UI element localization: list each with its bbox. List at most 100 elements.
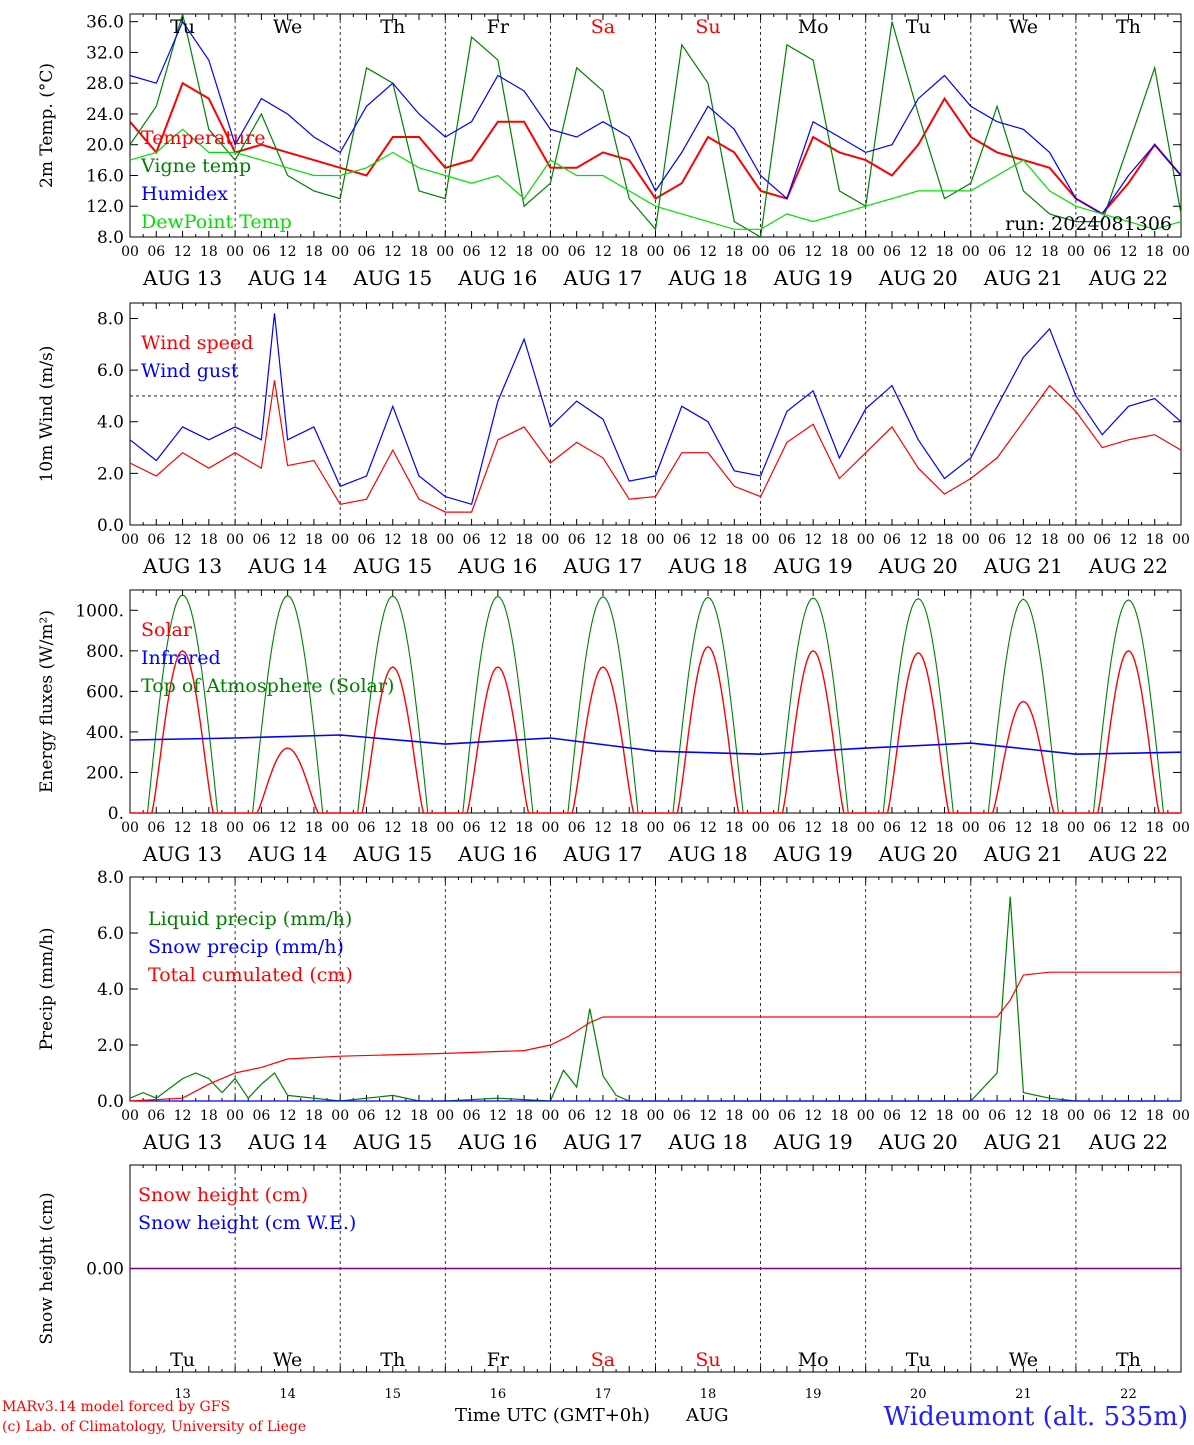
hour-tick-label: 18 xyxy=(200,244,218,260)
hour-tick-label: 06 xyxy=(778,1108,796,1124)
hour-tick-label: 18 xyxy=(410,820,428,836)
hour-tick-label: 12 xyxy=(1014,1108,1032,1124)
weekday-label-bottom: We xyxy=(1009,1349,1038,1371)
y-tick-label: 28.0 xyxy=(86,74,124,94)
date-label: AUG 14 xyxy=(247,1130,327,1154)
hour-tick-label: 12 xyxy=(699,532,717,548)
hour-tick-label: 06 xyxy=(147,244,165,260)
hour-tick-label: 00 xyxy=(331,1108,349,1124)
hour-tick-label: 06 xyxy=(568,820,586,836)
hour-tick-label: 12 xyxy=(1014,244,1032,260)
hour-tick-label: 00 xyxy=(436,244,454,260)
weekday-label-top: We xyxy=(273,16,302,38)
hour-tick-label: 18 xyxy=(831,532,849,548)
hour-tick-label: 18 xyxy=(515,1108,533,1124)
hour-tick-label: 00 xyxy=(1067,1108,1085,1124)
date-label: AUG 13 xyxy=(142,266,222,290)
station-name: Wideumont (alt. 535m) xyxy=(883,1402,1188,1432)
plot-frame xyxy=(129,13,1182,238)
hour-tick-label: 18 xyxy=(305,244,323,260)
date-label: AUG 15 xyxy=(352,554,432,578)
date-label: AUG 22 xyxy=(1088,1130,1168,1154)
date-label: AUG 19 xyxy=(773,842,853,866)
hour-tick-label: 12 xyxy=(489,532,507,548)
hour-tick-label: 06 xyxy=(147,532,165,548)
hour-tick-label: 00 xyxy=(1172,820,1190,836)
hour-tick-label: 12 xyxy=(384,244,402,260)
y-tick-label: 32.0 xyxy=(86,43,124,63)
y-tick-label: 16.0 xyxy=(86,166,124,186)
series-vigne-temp xyxy=(129,13,1182,238)
hour-tick-label: 06 xyxy=(147,820,165,836)
weekday-label-top: Su xyxy=(695,16,720,38)
hour-tick-label: 12 xyxy=(594,532,612,548)
date-label: AUG 21 xyxy=(983,554,1063,578)
hour-tick-label: 06 xyxy=(988,532,1006,548)
model-credit: MARv3.14 model forced by GFS xyxy=(2,1399,231,1415)
hour-tick-label: 00 xyxy=(331,244,349,260)
hour-tick-label: 18 xyxy=(936,244,954,260)
hour-tick-label: 12 xyxy=(489,244,507,260)
hour-tick-label: 18 xyxy=(200,1108,218,1124)
hour-tick-label: 18 xyxy=(410,532,428,548)
day-number-label: 18 xyxy=(700,1387,717,1402)
hour-tick-label: 00 xyxy=(962,1108,980,1124)
weekday-label-top: Mo xyxy=(798,16,829,38)
hour-tick-label: 18 xyxy=(620,820,638,836)
hour-tick-label: 18 xyxy=(1041,244,1059,260)
hour-tick-label: 00 xyxy=(857,244,875,260)
hour-tick-label: 12 xyxy=(279,244,297,260)
hour-tick-label: 06 xyxy=(673,1108,691,1124)
y-tick-label: 200. xyxy=(86,763,124,783)
hour-tick-label: 18 xyxy=(1041,820,1059,836)
hour-tick-label: 06 xyxy=(988,820,1006,836)
day-number-label: 19 xyxy=(805,1387,822,1402)
y-tick-label: 1000. xyxy=(75,601,124,621)
hour-tick-label: 06 xyxy=(778,532,796,548)
hour-tick-label: 12 xyxy=(1120,244,1138,260)
series-wind-gust xyxy=(129,313,1182,506)
hour-tick-label: 06 xyxy=(988,1108,1006,1124)
y-tick-label: 4.0 xyxy=(97,980,124,1000)
hour-tick-label: 00 xyxy=(121,1108,139,1124)
hour-tick-label: 18 xyxy=(831,244,849,260)
hour-tick-label: 18 xyxy=(620,244,638,260)
hour-tick-label: 06 xyxy=(883,532,901,548)
hour-tick-label: 12 xyxy=(804,532,822,548)
y-tick-label: 400. xyxy=(86,723,124,743)
date-label: AUG 18 xyxy=(668,842,748,866)
weekday-label-top: Th xyxy=(380,16,405,38)
hour-tick-label: 00 xyxy=(1172,532,1190,548)
y-axis-title: Precip (mm/h) xyxy=(37,927,57,1050)
y-tick-label: 0.0 xyxy=(97,516,124,536)
hour-tick-label: 00 xyxy=(436,820,454,836)
series-total-cumulated-cm xyxy=(129,971,1181,1102)
hour-tick-label: 18 xyxy=(725,244,743,260)
legend-entry: Wind speed xyxy=(141,332,253,354)
hour-tick-label: 18 xyxy=(1146,1108,1164,1124)
weekday-label-bottom: We xyxy=(273,1349,302,1371)
hour-tick-label: 06 xyxy=(883,1108,901,1124)
hour-tick-label: 06 xyxy=(1093,820,1111,836)
y-tick-label: 2.0 xyxy=(97,464,124,484)
date-label: AUG 19 xyxy=(773,1130,853,1154)
hour-tick-label: 12 xyxy=(1014,532,1032,548)
hour-tick-label: 18 xyxy=(305,1108,323,1124)
weekday-label-bottom: Fr xyxy=(487,1349,510,1371)
legend-entry: Solar xyxy=(141,619,193,641)
hour-tick-label: 00 xyxy=(226,532,244,548)
hour-tick-label: 06 xyxy=(988,244,1006,260)
date-label: AUG 22 xyxy=(1088,842,1168,866)
panel-3: 0. 200. 400. 600. 800. 1000. Energy fluxes (W/… xyxy=(37,589,1190,866)
hour-tick-label: 00 xyxy=(1067,820,1085,836)
hour-tick-label: 00 xyxy=(647,532,665,548)
hour-tick-label: 12 xyxy=(909,244,927,260)
y-tick-label: 12.0 xyxy=(86,197,124,217)
y-axis-title: Snow height (cm) xyxy=(37,1192,57,1344)
hour-tick-label: 12 xyxy=(1014,820,1032,836)
hour-tick-label: 18 xyxy=(725,1108,743,1124)
hour-tick-label: 00 xyxy=(541,1108,559,1124)
date-label: AUG 17 xyxy=(562,266,642,290)
hour-tick-label: 06 xyxy=(673,820,691,836)
